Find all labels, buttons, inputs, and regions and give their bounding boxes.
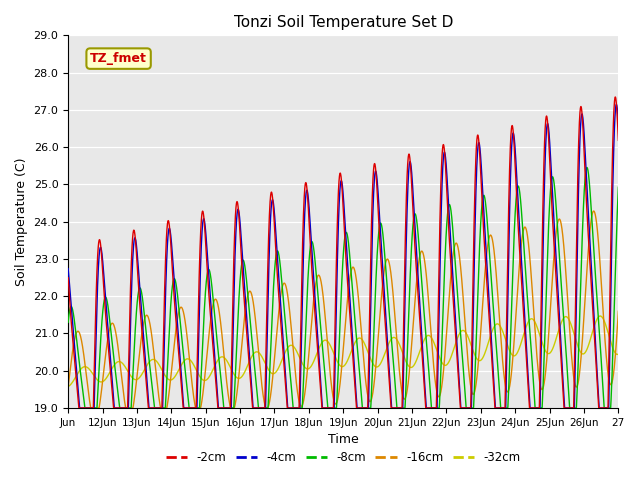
X-axis label: Time: Time bbox=[328, 433, 358, 446]
Y-axis label: Soil Temperature (C): Soil Temperature (C) bbox=[15, 157, 28, 286]
Title: Tonzi Soil Temperature Set D: Tonzi Soil Temperature Set D bbox=[234, 15, 453, 30]
Legend: -2cm, -4cm, -8cm, -16cm, -32cm: -2cm, -4cm, -8cm, -16cm, -32cm bbox=[161, 447, 525, 469]
Text: TZ_fmet: TZ_fmet bbox=[90, 52, 147, 65]
